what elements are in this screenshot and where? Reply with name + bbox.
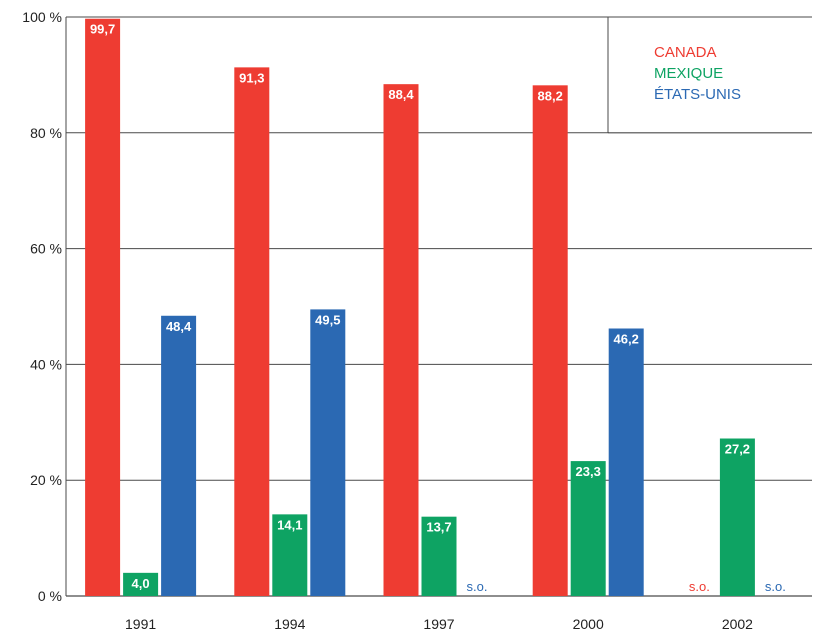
bar (310, 309, 346, 596)
data-label: 88,2 (538, 88, 563, 103)
bar (719, 438, 755, 596)
data-label: 27,2 (725, 442, 750, 457)
x-tick-label: 1991 (125, 616, 156, 632)
data-label: 99,7 (90, 22, 115, 37)
na-label: s.o. (765, 579, 786, 594)
bar (608, 328, 644, 596)
data-label: 88,4 (388, 87, 414, 102)
data-label: 48,4 (166, 319, 192, 334)
y-tick-label: 40 % (30, 356, 62, 372)
y-tick-label: 80 % (30, 125, 62, 141)
bars: 99,7 4,0 48,4 91,3 14,1 49,5 88,4 13,7 s.o. 88,2 2… (85, 18, 786, 597)
x-tick-label: 1994 (274, 616, 305, 632)
na-label: s.o. (689, 579, 710, 594)
bar (532, 85, 568, 597)
legend: CANADA MEXIQUE ÉTATS-UNIS (607, 17, 812, 134)
bar (383, 84, 419, 596)
y-tick-label: 20 % (30, 472, 62, 488)
bar (272, 514, 308, 596)
bar (85, 18, 121, 596)
data-label: 23,3 (576, 464, 601, 479)
y-tick-label: 60 % (30, 241, 62, 257)
data-label: 4,0 (132, 576, 150, 591)
x-tick-label: 2000 (573, 616, 604, 632)
data-label: 49,5 (315, 312, 340, 327)
data-label: 13,7 (426, 520, 451, 535)
bar (123, 572, 159, 596)
legend-entry: ÉTATS-UNIS (654, 86, 741, 103)
x-axis: 1991 1994 1997 2000 2002 (125, 616, 753, 632)
y-tick-label: 0 % (38, 588, 62, 604)
data-label: 91,3 (239, 70, 264, 85)
bar (234, 67, 270, 597)
legend-entry: CANADA (654, 44, 717, 61)
legend-box (609, 18, 812, 133)
x-tick-label: 1997 (423, 616, 454, 632)
y-tick-label: 100 % (22, 9, 62, 25)
bar (570, 461, 606, 596)
data-label: 46,2 (614, 332, 639, 347)
data-label: 14,1 (277, 517, 302, 532)
bar (161, 315, 197, 596)
legend-entry: MEXIQUE (654, 65, 723, 82)
bar (421, 516, 457, 596)
y-axis: 0 % 20 % 40 % 60 % 80 % 100 % (22, 9, 67, 604)
x-tick-label: 2002 (722, 616, 753, 632)
na-label: s.o. (467, 579, 488, 594)
